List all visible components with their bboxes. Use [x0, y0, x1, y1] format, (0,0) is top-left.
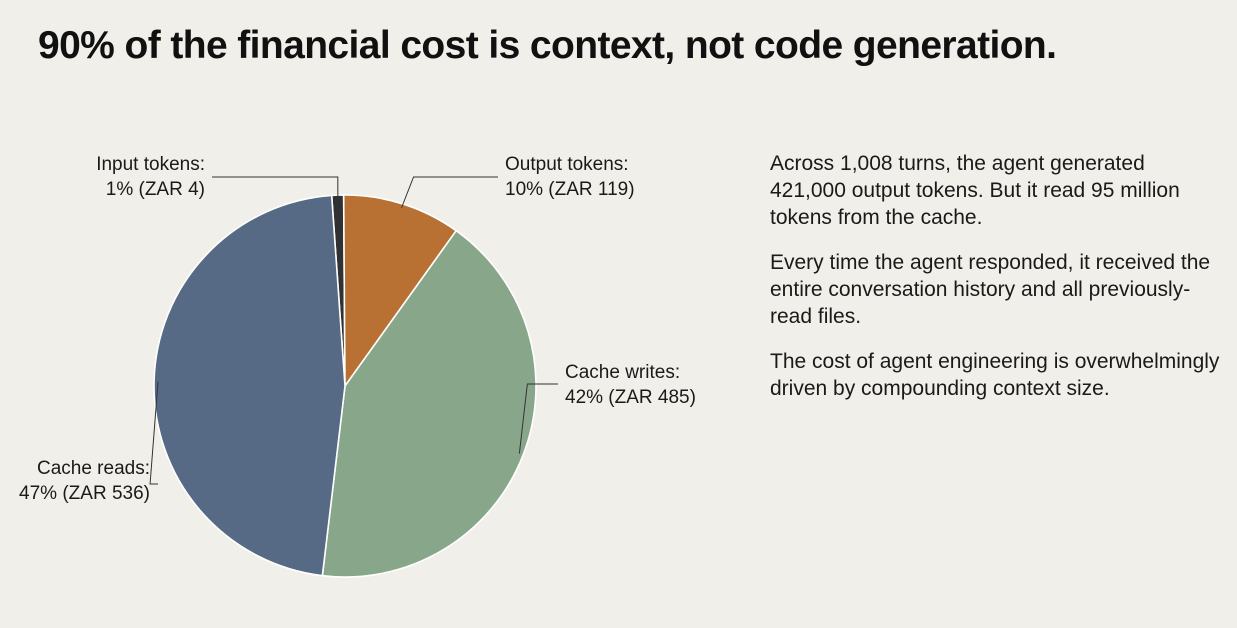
- pie-slice-cache-reads: [153, 194, 346, 577]
- leader-line-output-tokens: [401, 176, 498, 208]
- slice-label-name: Output tokens:: [505, 154, 629, 175]
- commentary-paragraph-1: Across 1,008 turns, the agent generated …: [770, 152, 1180, 229]
- pie-slice-cache-writes: [321, 229, 537, 578]
- slice-label-name: Input tokens:: [96, 154, 205, 175]
- leader-line-cache-writes: [518, 383, 558, 454]
- pie-chart: Input tokens: 1% (ZAR 4) Output tokens: 10%…: [19, 154, 696, 578]
- commentary: Across 1,008 turns, the agent generated …: [770, 150, 1220, 420]
- slice-label-value: 10% (ZAR 119): [505, 179, 635, 200]
- slice-label-output-tokens: Output tokens: 10% (ZAR 119): [505, 154, 635, 200]
- slice-label-input-tokens: Input tokens: 1% (ZAR 4): [96, 154, 205, 200]
- slice-label-value: 1% (ZAR 4): [106, 179, 205, 200]
- slice-label-value: 47% (ZAR 536): [19, 483, 150, 504]
- leader-line-input-tokens: [212, 176, 339, 200]
- commentary-paragraph-2: Every time the agent responded, it recei…: [770, 251, 1211, 328]
- slice-label-value: 42% (ZAR 485): [565, 387, 696, 408]
- page-title: 90% of the financial cost is context, no…: [38, 24, 1057, 67]
- commentary-paragraph-3: The cost of agent engineering is overwhe…: [770, 350, 1220, 400]
- slice-label-cache-reads: Cache reads: 47% (ZAR 536): [19, 458, 150, 504]
- slice-label-name: Cache writes:: [565, 362, 680, 383]
- slice-label-cache-writes: Cache writes: 42% (ZAR 485): [565, 362, 696, 408]
- slice-label-name: Cache reads:: [37, 458, 150, 479]
- leader-line-cache-reads: [149, 381, 159, 485]
